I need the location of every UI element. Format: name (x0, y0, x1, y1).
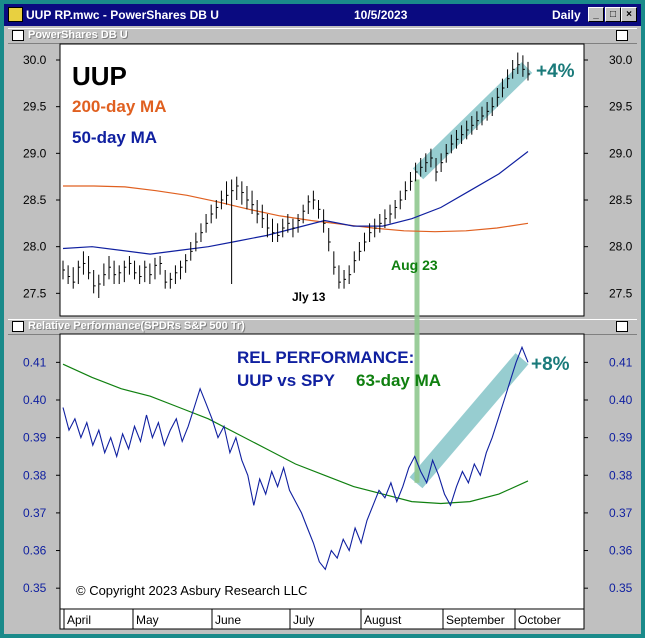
window-period: Daily (552, 8, 581, 22)
rel-performance-line (62, 345, 529, 571)
x-axis-band (59, 608, 585, 630)
price-ytick-left: 28.5 (23, 193, 47, 207)
price-ytick-left: 29.0 (23, 146, 47, 160)
minimize-icon[interactable]: _ (588, 7, 604, 22)
ma200-label: 200-day MA (72, 97, 166, 116)
rel-ytick-left: 0.41 (23, 355, 47, 369)
price-ytick-left: 29.5 (23, 100, 47, 114)
aug-label: Aug 23 (391, 257, 438, 273)
x-tick-label: June (215, 613, 241, 627)
price-ytick-left: 28.0 (23, 240, 47, 254)
rel-ytick-right: 0.35 (609, 581, 633, 595)
x-tick-label: October (518, 613, 561, 627)
price-ytick-right: 28.0 (609, 240, 633, 254)
price-pane-label: PowerShares DB U (28, 29, 128, 41)
x-tick-label: August (364, 613, 402, 627)
app-icon (8, 7, 23, 22)
rel-gain-label: +8% (531, 354, 570, 375)
price-channel-band (412, 62, 533, 180)
price-gain-label: +4% (536, 61, 575, 82)
ma63-line (62, 363, 529, 505)
price-ytick-right: 27.5 (609, 286, 633, 300)
rel-ytick-right: 0.38 (609, 468, 633, 482)
rel-ytick-right: 0.36 (609, 544, 633, 558)
rel-ytick-left: 0.40 (23, 393, 47, 407)
close-icon[interactable]: × (621, 7, 637, 22)
rel-ytick-left: 0.37 (23, 506, 47, 520)
price-ytick-right: 28.5 (609, 193, 633, 207)
rel-ytick-right: 0.39 (609, 431, 633, 445)
rel-pane-label: Relative Performance(SPDRs S&P 500 Tr) (28, 320, 245, 332)
x-tick-label: September (446, 613, 505, 627)
x-tick-label: July (293, 613, 314, 627)
rel-ytick-right: 0.37 (609, 506, 633, 520)
pane-expand-icon[interactable] (616, 30, 628, 41)
ma50-line (62, 151, 529, 255)
price-ytick-left: 30.0 (23, 53, 47, 67)
price-ytick-right: 30.0 (609, 53, 633, 67)
rel-subtitle: UUP vs SPY (237, 371, 336, 390)
ticker-label: UUP (72, 61, 127, 91)
rel-ytick-right: 0.40 (609, 393, 633, 407)
title-bar: UUP RP.mwc - PowerShares DB U 10/5/2023 … (4, 4, 641, 26)
rel-ytick-left: 0.38 (23, 468, 47, 482)
price-ytick-left: 27.5 (23, 286, 47, 300)
ma50-label: 50-day MA (72, 128, 157, 147)
ma63-label: 63-day MA (356, 371, 441, 390)
rel-ytick-left: 0.36 (23, 544, 47, 558)
pane-collapse-icon[interactable] (12, 321, 24, 332)
copyright: © Copyright 2023 Asbury Research LLC (76, 583, 307, 598)
pane-expand-icon[interactable] (616, 321, 628, 332)
window-date: 10/5/2023 (354, 8, 408, 22)
price-ytick-right: 29.0 (609, 146, 633, 160)
ma200-line (63, 185, 529, 233)
rel-ytick-left: 0.39 (23, 431, 47, 445)
pane-collapse-icon[interactable] (12, 30, 24, 41)
rel-ytick-right: 0.41 (609, 355, 633, 369)
x-tick-label: May (136, 613, 159, 627)
low-label: Jly 13 (292, 290, 326, 304)
x-tick-label: April (67, 613, 91, 627)
rel-ytick-left: 0.35 (23, 581, 47, 595)
window-title: UUP RP.mwc - PowerShares DB U (26, 8, 219, 22)
price-ytick-right: 29.5 (609, 100, 633, 114)
maximize-icon[interactable]: □ (605, 7, 621, 22)
rel-title: REL PERFORMANCE: (237, 348, 414, 367)
